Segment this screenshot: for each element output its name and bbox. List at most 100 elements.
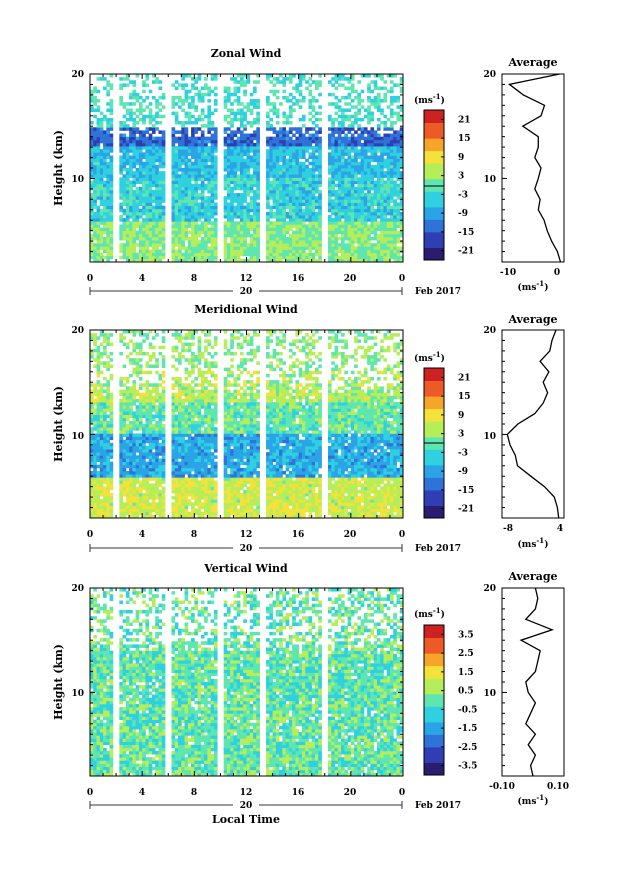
heatmap-cell — [106, 395, 110, 400]
heatmap-cell — [145, 193, 150, 197]
heatmap-cell — [103, 180, 107, 185]
heatmap-cell — [373, 233, 378, 238]
heatmap-cell — [328, 152, 332, 156]
heatmap-cell — [376, 183, 381, 188]
heatmap-cell — [129, 183, 133, 188]
heatmap-cell — [200, 133, 205, 138]
heatmap-cell — [93, 236, 97, 241]
heatmap-cell — [129, 499, 133, 503]
heatmap-cell — [207, 92, 212, 97]
heatmap-cell — [285, 215, 290, 219]
heatmap-cell — [90, 433, 94, 437]
heatmap-cell — [243, 230, 247, 235]
heatmap-cell — [253, 240, 257, 244]
heatmap-cell — [155, 243, 159, 247]
heatmap-cell — [337, 224, 342, 228]
heatmap-cell — [184, 121, 189, 125]
heatmap-cell — [158, 142, 163, 147]
heatmap-cell — [282, 199, 287, 203]
heatmap-cell — [253, 177, 257, 181]
heatmap-cell — [119, 439, 123, 444]
heatmap-cell — [99, 211, 104, 216]
heatmap-cell — [272, 77, 277, 81]
heatmap-cell — [308, 218, 313, 222]
heatmap-cell — [184, 233, 189, 238]
heatmap-cell — [109, 99, 114, 103]
heatmap-cell — [155, 467, 159, 472]
heatmap-cell — [256, 149, 260, 153]
heatmap-cell — [370, 230, 375, 235]
heatmap-cell — [135, 370, 140, 375]
heatmap-cell — [298, 92, 303, 97]
heatmap-cell — [181, 186, 185, 191]
heatmap-cell — [399, 258, 403, 262]
heatmap-cell — [337, 149, 342, 153]
heatmap-cell — [236, 211, 241, 216]
heatmap-cell — [334, 149, 339, 153]
heatmap-cell — [399, 136, 403, 141]
heatmap-cell — [282, 89, 287, 94]
heatmap-cell — [93, 477, 97, 481]
heatmap-cell — [148, 243, 153, 247]
heatmap-cell — [119, 511, 123, 516]
heatmap-cell — [99, 427, 104, 431]
heatmap-cell — [197, 249, 202, 253]
heatmap-cell — [272, 89, 277, 94]
heatmap-cell — [174, 205, 179, 210]
heatmap-cell — [145, 505, 150, 509]
heatmap-cell — [279, 193, 283, 197]
heatmap-cell — [223, 117, 228, 122]
heatmap-cell — [282, 252, 287, 257]
heatmap-cell — [184, 249, 189, 253]
heatmap-cell — [341, 205, 345, 210]
heatmap-cell — [311, 196, 316, 200]
heatmap-cell — [109, 452, 114, 456]
heatmap-cell — [239, 230, 244, 235]
heatmap-cell — [243, 136, 247, 141]
heatmap-cell — [350, 174, 355, 178]
heatmap-cell — [90, 480, 94, 484]
heatmap-cell — [370, 215, 375, 219]
heatmap-cell — [194, 221, 198, 225]
heatmap-cell — [298, 168, 303, 172]
heatmap-cell — [194, 108, 198, 112]
heatmap-cell — [158, 161, 163, 166]
heatmap-cell — [357, 142, 362, 147]
heatmap-cell — [331, 164, 335, 169]
heatmap-cell — [109, 246, 114, 250]
heatmap-cell — [135, 496, 140, 500]
heatmap-cell — [96, 249, 101, 253]
heatmap-cell — [210, 174, 215, 178]
heatmap-cell — [386, 230, 391, 235]
heatmap-cell — [184, 171, 189, 175]
heatmap-cell — [318, 183, 322, 188]
heatmap-cell — [191, 189, 195, 194]
heatmap-cell — [239, 246, 244, 250]
heatmap-cell — [145, 467, 150, 472]
heatmap-cell — [386, 202, 391, 206]
heatmap-cell — [129, 452, 133, 456]
heatmap-cell — [106, 505, 110, 509]
heatmap-cell — [239, 233, 244, 238]
heatmap-cell — [161, 92, 166, 97]
heatmap-cell — [269, 168, 273, 172]
heatmap-cell — [132, 380, 137, 384]
heatmap-cell — [311, 258, 316, 262]
heatmap-cell — [243, 158, 247, 163]
heatmap-cell — [138, 392, 143, 397]
heatmap-cell — [119, 392, 123, 397]
heatmap-cell — [357, 102, 362, 106]
heatmap-cell — [135, 224, 140, 228]
heatmap-cell — [148, 164, 153, 169]
heatmap-cell — [249, 155, 254, 159]
heatmap-cell — [174, 136, 179, 141]
heatmap-cell — [308, 230, 313, 235]
heatmap-cell — [122, 330, 127, 334]
heatmap-cell — [282, 146, 287, 150]
heatmap-cell — [292, 149, 296, 153]
heatmap-cell — [314, 233, 319, 238]
heatmap-cell — [155, 455, 159, 459]
heatmap-cell — [155, 445, 159, 450]
heatmap-cell — [357, 224, 362, 228]
heatmap-cell — [347, 155, 352, 159]
